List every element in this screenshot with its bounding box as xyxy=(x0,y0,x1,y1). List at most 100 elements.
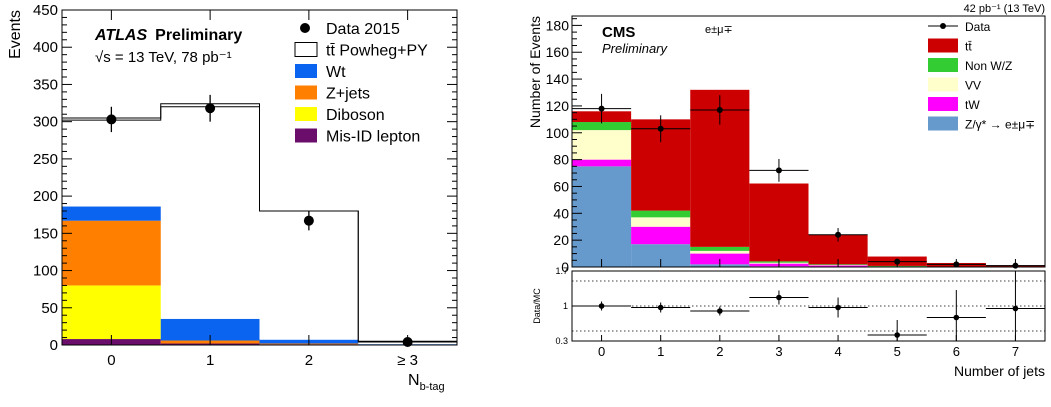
cms-ratio-y-tick-label: 1.7 xyxy=(555,266,568,276)
atlas-legend-label-2: Diboson xyxy=(326,107,385,124)
cms-bar-2-1 xyxy=(631,217,691,227)
cms-frame xyxy=(571,15,1046,268)
cms-y-tick-label: 160 xyxy=(546,44,570,60)
cms-x-tick-label: 1 xyxy=(657,344,664,359)
atlas-y-tick-label: 400 xyxy=(33,39,58,56)
cms-bar-3-0 xyxy=(572,122,632,131)
atlas-legend-data-label: Data 2015 xyxy=(326,21,400,38)
cms-ratio-point xyxy=(953,314,960,321)
atlas-x-tick-label: ≥ 3 xyxy=(397,352,418,369)
cms-data-point xyxy=(657,125,664,132)
atlas-y-tick-label: 250 xyxy=(33,151,58,168)
cms-bar-1-1 xyxy=(631,226,691,245)
atlas-y-axis-label: Events xyxy=(7,10,24,59)
cms-x-tick-label: 7 xyxy=(1012,344,1019,359)
cms-x-tick-label: 0 xyxy=(598,344,605,359)
atlas-bar-3-0 xyxy=(62,206,161,221)
atlas-y-tick-label: 100 xyxy=(33,263,58,280)
atlas-y-tick-label: 350 xyxy=(33,76,58,93)
atlas-frame xyxy=(61,9,458,346)
atlas-bar-1-0 xyxy=(62,285,161,340)
atlas-y-tick-label: 0 xyxy=(50,337,58,354)
cms-ratio-point xyxy=(1012,305,1019,312)
atlas-experiment-label: ATLAS xyxy=(94,27,147,44)
cms-x-ticks: 0 1 2 3 4 5 6 7 xyxy=(598,335,1019,359)
cms-y-tick-label: 100 xyxy=(546,125,570,141)
atlas-plot: 0 50 100 150 200 250 300 350 400 450 0 1 2 ≥ 3 Event… xyxy=(7,2,458,393)
cms-legend-swatch-1 xyxy=(928,58,958,72)
cms-lumi-label: 42 pb⁻¹ (13 TeV) xyxy=(964,3,1045,15)
atlas-x-tick-label: 2 xyxy=(305,352,313,369)
cms-y-tick-label: 80 xyxy=(553,152,569,168)
cms-x-ticks-main xyxy=(601,259,1016,267)
atlas-y-ticks: 0 50 100 150 200 250 300 350 400 450 xyxy=(33,2,457,354)
cms-y-tick-label: 60 xyxy=(553,178,569,194)
atlas-data-point xyxy=(205,103,216,114)
atlas-data-point xyxy=(303,215,314,226)
cms-channel-label: e±μ∓ xyxy=(705,24,733,36)
cms-y-tick-label: 140 xyxy=(546,71,570,87)
cms-stacked-bars xyxy=(572,89,1045,268)
cms-ratio-point xyxy=(717,308,723,314)
cms-experiment-label: CMS xyxy=(602,24,635,41)
cms-bar-3-2 xyxy=(690,246,750,251)
atlas-legend-swatch-1 xyxy=(295,85,317,100)
cms-y-tick-label: 0 xyxy=(561,259,569,275)
cms-legend-data-marker xyxy=(940,23,946,29)
atlas-x-ticks: 0 1 2 ≥ 3 xyxy=(107,10,418,369)
cms-x-tick-label: 6 xyxy=(953,344,960,359)
atlas-legend-swatch-3 xyxy=(295,128,317,143)
cms-preliminary-label: Preliminary xyxy=(602,41,669,56)
cms-bar-1-0 xyxy=(572,159,632,167)
atlas-stacked-bars xyxy=(62,206,457,345)
atlas-legend-label-3: Mis-ID lepton xyxy=(326,129,420,146)
cms-legend-swatch-3 xyxy=(928,97,958,111)
cms-y-tick-label: 180 xyxy=(546,17,570,33)
cms-ratio-point xyxy=(776,294,782,301)
cms-legend-label-3: tW xyxy=(965,98,980,112)
cms-ratio-panel: 0.3 1 1.7 0 1 2 3 4 5 6 7 Data/MC xyxy=(532,266,1046,359)
cms-legend-label-1: Non W/Z xyxy=(965,59,1012,73)
cms-data-point xyxy=(775,167,782,174)
cms-ratio-point xyxy=(598,303,605,309)
cms-y-ticks: 0 20 40 60 80 100 120 140 160 180 xyxy=(546,17,582,275)
cms-ratio-y-axis-label: Data/MC xyxy=(532,288,542,324)
cms-bar-2-0 xyxy=(572,130,632,160)
cms-data-point xyxy=(598,105,605,112)
atlas-x-tick-label: 1 xyxy=(206,352,214,369)
cms-x-tick-label: 5 xyxy=(894,344,901,359)
atlas-bar-2-0 xyxy=(62,220,161,286)
atlas-y-tick-label: 300 xyxy=(33,114,58,131)
cms-legend-swatch-2 xyxy=(928,77,958,92)
cms-x-tick-label: 4 xyxy=(834,344,841,359)
atlas-y-tick-label: 200 xyxy=(33,188,58,205)
atlas-legend-ttbar-label: tt̄ Powheg+PY xyxy=(326,43,428,60)
cms-x-tick-label: 3 xyxy=(775,344,782,359)
atlas-legend: Data 2015 tt̄ Powheg+PY Wt Z+jets Diboson Mis… xyxy=(294,21,428,146)
cms-bar-3-1 xyxy=(631,210,691,218)
cms-x-tick-label: 2 xyxy=(716,344,723,359)
cms-bar-2-2 xyxy=(690,250,750,254)
cms-bar-0-1 xyxy=(631,244,691,267)
cms-y-axis-label: Number of Events xyxy=(527,16,543,128)
atlas-legend-swatch-2 xyxy=(295,107,317,121)
cms-ratio-point xyxy=(657,304,664,311)
atlas-legend-data-marker xyxy=(300,23,310,33)
cms-data-point xyxy=(716,106,723,113)
cms-bar-0-0 xyxy=(572,166,632,267)
cms-ratio-point xyxy=(835,304,841,311)
atlas-legend-swatch-0 xyxy=(295,64,317,78)
atlas-legend-label-0: Wt xyxy=(326,64,346,81)
atlas-y-tick-label: 50 xyxy=(41,300,58,317)
cms-bar-1-2 xyxy=(690,253,750,265)
cms-legend-label-0: tt̄ xyxy=(965,40,972,54)
cms-data-point xyxy=(835,231,842,238)
cms-legend-label-2: VV xyxy=(965,79,981,93)
cms-legend-label-4: Z/γ* → e±μ∓ xyxy=(965,118,1035,132)
atlas-y-tick-label: 450 xyxy=(33,2,58,19)
cms-legend-data-label: Data xyxy=(965,20,991,34)
cms-y-tick-label: 40 xyxy=(553,205,569,221)
cms-ratio-points xyxy=(572,271,1045,341)
